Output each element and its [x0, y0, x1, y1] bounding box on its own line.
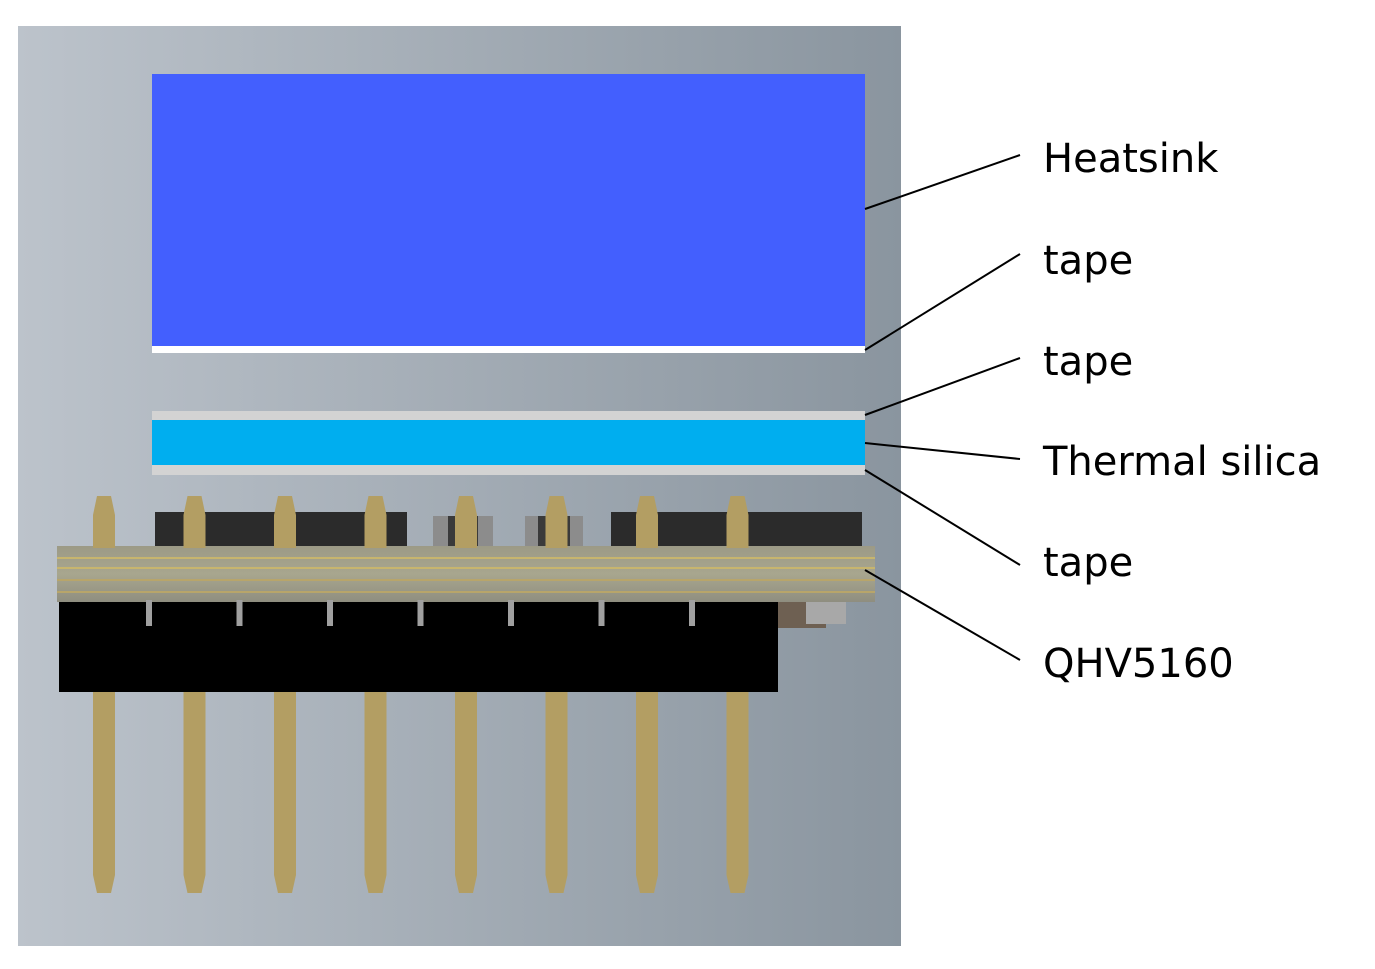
pcb-layers — [57, 546, 875, 602]
pcb-stack — [57, 546, 875, 602]
label-thermal-silica: Thermal silica — [1042, 439, 1321, 485]
callout-line-tape-middle — [864, 357, 1021, 416]
pin-upper — [274, 496, 296, 548]
pin-upper — [726, 496, 749, 548]
pin-stub — [236, 600, 243, 626]
pin-lower — [636, 692, 658, 893]
callout-line-thermal-silica — [864, 442, 1021, 460]
callout-lines — [864, 154, 1021, 661]
callout-line-module — [864, 569, 1021, 661]
pin-lower — [93, 692, 115, 893]
pin-upper — [455, 496, 477, 548]
pin-lower — [545, 692, 568, 893]
label-tape-top: tape — [1043, 238, 1133, 284]
label-tape-bottom: tape — [1043, 540, 1133, 586]
thermal-silica-pad — [152, 420, 865, 465]
pin-upper — [364, 496, 387, 548]
header-pins — [93, 496, 749, 893]
pin-lower — [726, 692, 749, 893]
pin-stub — [598, 600, 605, 626]
pin-upper — [183, 496, 206, 548]
pin-lower — [274, 692, 296, 893]
pin-stub — [417, 600, 424, 626]
pin-lower — [455, 692, 477, 893]
label-tape-middle: tape — [1043, 339, 1133, 385]
pin-upper — [636, 496, 658, 548]
callout-line-tape-bottom — [864, 469, 1021, 566]
pin-upper — [545, 496, 568, 548]
pin-upper — [93, 496, 115, 548]
callout-line-tape-top — [864, 253, 1021, 351]
tape-top-strip — [152, 346, 865, 353]
label-heatsink: Heatsink — [1043, 136, 1219, 182]
callout-line-heatsink — [864, 154, 1021, 210]
pin-stub — [689, 600, 695, 626]
pin-lower — [364, 692, 387, 893]
tape-bottom-strip — [152, 465, 865, 475]
heatsink-block — [152, 74, 865, 346]
tape-middle-strip — [152, 411, 865, 420]
side-component — [806, 600, 846, 624]
label-module: QHV5160 — [1043, 641, 1234, 687]
pin-stub — [508, 600, 514, 626]
pin-lower — [183, 692, 206, 893]
pin-stub — [327, 600, 333, 626]
pin-stub — [146, 600, 152, 626]
